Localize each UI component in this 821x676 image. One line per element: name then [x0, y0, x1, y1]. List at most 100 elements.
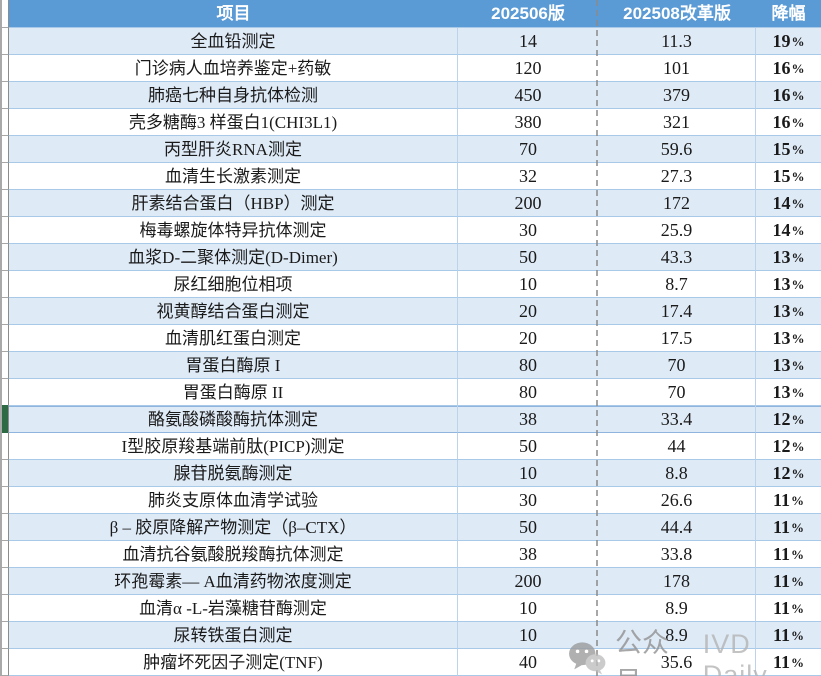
cell-item-name[interactable]: 视黄醇结合蛋白测定: [9, 298, 458, 325]
cell-discount-pct[interactable]: 12%: [756, 460, 821, 487]
cell-item-name[interactable]: 梅毒螺旋体特异抗体测定: [9, 217, 458, 244]
cell-item-name[interactable]: 丙型肝炎RNA测定: [9, 136, 458, 163]
cell-price-202508[interactable]: 44: [598, 433, 756, 460]
cell-price-202506[interactable]: 120: [458, 55, 598, 82]
cell-price-202506[interactable]: 450: [458, 82, 598, 109]
cell-price-202506[interactable]: 30: [458, 217, 598, 244]
cell-discount-pct[interactable]: 12%: [756, 433, 821, 460]
cell-item-name[interactable]: 胃蛋白酶原 II: [9, 379, 458, 406]
cell-discount-pct[interactable]: 12%: [756, 406, 821, 433]
cell-discount-pct[interactable]: 16%: [756, 109, 821, 136]
cell-discount-pct[interactable]: 11%: [756, 487, 821, 514]
cell-price-202506[interactable]: 14: [458, 28, 598, 55]
cell-price-202506[interactable]: 20: [458, 298, 598, 325]
cell-price-202508[interactable]: 8.9: [598, 622, 756, 649]
cell-price-202508[interactable]: 17.4: [598, 298, 756, 325]
cell-price-202508[interactable]: 70: [598, 379, 756, 406]
cell-discount-pct[interactable]: 16%: [756, 82, 821, 109]
cell-discount-pct[interactable]: 14%: [756, 190, 821, 217]
cell-item-name[interactable]: 血清肌红蛋白测定: [9, 325, 458, 352]
column-header-202506[interactable]: 202506版: [458, 0, 598, 28]
cell-item-name[interactable]: 全血铅测定: [9, 28, 458, 55]
cell-price-202508[interactable]: 379: [598, 82, 756, 109]
cell-discount-pct[interactable]: 11%: [756, 514, 821, 541]
cell-price-202506[interactable]: 32: [458, 163, 598, 190]
cell-price-202506[interactable]: 380: [458, 109, 598, 136]
cell-price-202506[interactable]: 50: [458, 433, 598, 460]
cell-discount-pct[interactable]: 16%: [756, 55, 821, 82]
cell-discount-pct[interactable]: 11%: [756, 595, 821, 622]
cell-discount-pct[interactable]: 11%: [756, 541, 821, 568]
cell-price-202508[interactable]: 33.4: [598, 406, 756, 433]
cell-item-name[interactable]: I型胶原羧基端前肽(PICP)测定: [9, 433, 458, 460]
cell-item-name[interactable]: 肺炎支原体血清学试验: [9, 487, 458, 514]
cell-price-202508[interactable]: 8.8: [598, 460, 756, 487]
cell-price-202508[interactable]: 44.4: [598, 514, 756, 541]
cell-price-202508[interactable]: 43.3: [598, 244, 756, 271]
cell-discount-pct[interactable]: 11%: [756, 622, 821, 649]
cell-discount-pct[interactable]: 15%: [756, 163, 821, 190]
cell-price-202508[interactable]: 8.9: [598, 595, 756, 622]
cell-price-202506[interactable]: 80: [458, 379, 598, 406]
cell-discount-pct[interactable]: 15%: [756, 136, 821, 163]
cell-discount-pct[interactable]: 13%: [756, 325, 821, 352]
cell-price-202508[interactable]: 178: [598, 568, 756, 595]
cell-price-202506[interactable]: 50: [458, 244, 598, 271]
cell-item-name[interactable]: 血浆D-二聚体测定(D-Dimer): [9, 244, 458, 271]
cell-price-202508[interactable]: 172: [598, 190, 756, 217]
cell-item-name[interactable]: 壳多糖酶3 样蛋白1(CHI3L1): [9, 109, 458, 136]
cell-price-202508[interactable]: 26.6: [598, 487, 756, 514]
cell-price-202508[interactable]: 11.3: [598, 28, 756, 55]
cell-item-name[interactable]: 肝素结合蛋白（HBP）测定: [9, 190, 458, 217]
cell-item-name[interactable]: 血清生长激素测定: [9, 163, 458, 190]
cell-price-202506[interactable]: 200: [458, 568, 598, 595]
cell-price-202506[interactable]: 38: [458, 406, 598, 433]
cell-discount-pct[interactable]: 11%: [756, 649, 821, 676]
cell-discount-pct[interactable]: 14%: [756, 217, 821, 244]
cell-item-name[interactable]: 环孢霉素— A血清药物浓度测定: [9, 568, 458, 595]
cell-price-202506[interactable]: 30: [458, 487, 598, 514]
cell-item-name[interactable]: 门诊病人血培养鉴定+药敏: [9, 55, 458, 82]
cell-price-202506[interactable]: 200: [458, 190, 598, 217]
column-header-drop[interactable]: 降幅: [756, 0, 821, 28]
cell-discount-pct[interactable]: 19%: [756, 28, 821, 55]
cell-price-202508[interactable]: 8.7: [598, 271, 756, 298]
column-header-202508[interactable]: 202508改革版: [598, 0, 756, 28]
cell-price-202508[interactable]: 33.8: [598, 541, 756, 568]
cell-item-name[interactable]: 肺癌七种自身抗体检测: [9, 82, 458, 109]
cell-price-202506[interactable]: 40: [458, 649, 598, 676]
cell-item-name[interactable]: 尿转铁蛋白测定: [9, 622, 458, 649]
cell-price-202508[interactable]: 70: [598, 352, 756, 379]
cell-item-name[interactable]: 尿红细胞位相项: [9, 271, 458, 298]
cell-price-202506[interactable]: 10: [458, 460, 598, 487]
cell-price-202506[interactable]: 10: [458, 271, 598, 298]
cell-price-202506[interactable]: 70: [458, 136, 598, 163]
column-header-item[interactable]: 项目: [9, 0, 458, 28]
cell-discount-pct[interactable]: 13%: [756, 271, 821, 298]
cell-price-202508[interactable]: 27.3: [598, 163, 756, 190]
cell-price-202508[interactable]: 59.6: [598, 136, 756, 163]
cell-price-202506[interactable]: 10: [458, 622, 598, 649]
cell-price-202506[interactable]: 38: [458, 541, 598, 568]
cell-item-name[interactable]: 血清抗谷氨酸脱羧酶抗体测定: [9, 541, 458, 568]
cell-discount-pct[interactable]: 11%: [756, 568, 821, 595]
cell-discount-pct[interactable]: 13%: [756, 244, 821, 271]
cell-item-name[interactable]: 血清α -L-岩藻糖苷酶测定: [9, 595, 458, 622]
cell-price-202508[interactable]: 321: [598, 109, 756, 136]
cell-price-202508[interactable]: 101: [598, 55, 756, 82]
cell-price-202508[interactable]: 35.6: [598, 649, 756, 676]
cell-item-name[interactable]: β – 胶原降解产物测定（β–CTX）: [9, 514, 458, 541]
cell-price-202508[interactable]: 25.9: [598, 217, 756, 244]
cell-discount-pct[interactable]: 13%: [756, 298, 821, 325]
cell-price-202506[interactable]: 20: [458, 325, 598, 352]
cell-price-202506[interactable]: 80: [458, 352, 598, 379]
cell-price-202506[interactable]: 50: [458, 514, 598, 541]
cell-item-name[interactable]: 胃蛋白酶原 I: [9, 352, 458, 379]
cell-item-name[interactable]: 酪氨酸磷酸酶抗体测定: [9, 406, 458, 433]
cell-item-name[interactable]: 肿瘤坏死因子测定(TNF): [9, 649, 458, 676]
cell-item-name[interactable]: 腺苷脱氨酶测定: [9, 460, 458, 487]
cell-discount-pct[interactable]: 13%: [756, 379, 821, 406]
cell-price-202506[interactable]: 10: [458, 595, 598, 622]
cell-discount-pct[interactable]: 13%: [756, 352, 821, 379]
cell-price-202508[interactable]: 17.5: [598, 325, 756, 352]
